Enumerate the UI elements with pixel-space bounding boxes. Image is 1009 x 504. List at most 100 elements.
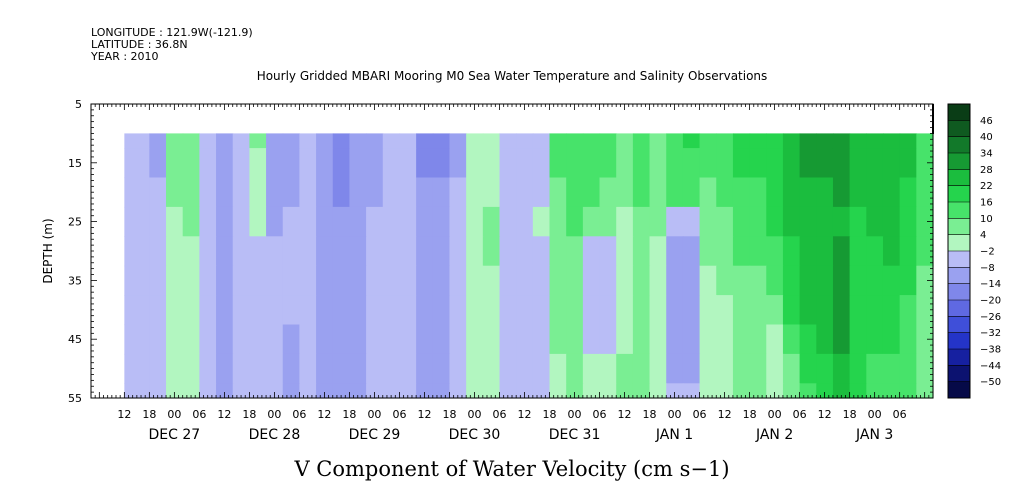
heatmap-cell: [232, 133, 250, 149]
heatmap-cell: [124, 236, 150, 267]
heatmap-cell: [216, 148, 234, 179]
heatmap-cell: [816, 206, 834, 237]
heatmap-cell: [282, 295, 301, 326]
heatmap-cell: [366, 133, 384, 149]
heatmap-cell: [682, 177, 701, 208]
y-tick-label: 45: [68, 333, 82, 346]
heatmap-cell: [249, 236, 267, 267]
heatmap-cell: [782, 383, 801, 399]
heatmap-cell: [916, 148, 934, 179]
heatmap-cell: [849, 148, 867, 179]
heatmap-cell: [899, 177, 917, 208]
heatmap-cell: [699, 353, 717, 384]
colorbar-swatch: [948, 234, 970, 252]
heatmap-cell: [316, 383, 334, 399]
heatmap-cell: [566, 324, 584, 355]
heatmap-cell: [899, 295, 917, 326]
heatmap-cell: [532, 133, 551, 149]
colorbar-label: −14: [980, 279, 1001, 290]
heatmap-cell: [749, 148, 767, 179]
heatmap-cell: [666, 206, 684, 237]
heatmap-cell: [316, 265, 334, 296]
heatmap-cell: [882, 383, 901, 399]
heatmap-cell: [199, 177, 217, 208]
heatmap-cell: [382, 133, 401, 149]
heatmap-cell: [832, 236, 851, 267]
heatmap-cell: [249, 148, 267, 179]
heatmap-cell: [832, 206, 851, 237]
heatmap-cell: [282, 265, 301, 296]
heatmap-cell: [199, 148, 217, 179]
heatmap-cell: [216, 236, 234, 267]
heatmap-cell: [832, 148, 851, 179]
x-hour-label: 12: [317, 408, 331, 421]
heatmap-cell: [299, 383, 317, 399]
heatmap-cell: [782, 236, 801, 267]
heatmap-cell: [124, 383, 150, 399]
heatmap-cell: [282, 148, 301, 179]
heatmap-cell: [299, 353, 317, 384]
heatmap-cell: [499, 206, 517, 237]
x-day-label: JAN 2: [755, 427, 793, 443]
heatmap-cell: [799, 295, 817, 326]
heatmap-cell: [799, 148, 817, 179]
heatmap-cell: [432, 148, 451, 179]
heatmap-cell: [382, 383, 401, 399]
heatmap-cell: [849, 265, 867, 296]
heatmap-cell: [549, 265, 567, 296]
heatmap-cell: [816, 353, 834, 384]
heatmap-cell: [332, 177, 351, 208]
heatmap-cell: [732, 133, 751, 149]
heatmap-cell: [766, 265, 784, 296]
heatmap-cell: [332, 383, 351, 399]
heatmap-cell: [732, 324, 751, 355]
heatmap-cell: [349, 353, 367, 384]
heatmap-cell: [149, 133, 167, 149]
colorbar-swatch: [948, 185, 970, 203]
heatmap-cell: [499, 133, 517, 149]
heatmap-cell: [849, 295, 867, 326]
heatmap-cell: [299, 206, 317, 237]
heatmap-cell: [716, 177, 734, 208]
heatmap-cell: [166, 177, 184, 208]
heatmap-cell: [416, 353, 434, 384]
colorbar-label: 46: [980, 116, 993, 127]
colorbar-swatch: [948, 365, 970, 383]
heatmap-cell: [682, 148, 701, 179]
heatmap-cell: [866, 133, 884, 149]
colorbar-swatch: [948, 136, 970, 154]
x-hour-label: 06: [593, 408, 607, 421]
heatmap-cell: [566, 236, 584, 267]
heatmap-cell: [166, 383, 184, 399]
heatmap-cell: [216, 133, 234, 149]
heatmap-cell: [366, 148, 384, 179]
chart-title: Hourly Gridded MBARI Mooring M0 Sea Wate…: [257, 69, 768, 83]
heatmap-cell: [716, 295, 734, 326]
heatmap-cell: [766, 324, 784, 355]
y-axis-label: DEPTH (m): [41, 218, 55, 283]
heatmap-cell: [382, 265, 401, 296]
heatmap-cell: [299, 324, 317, 355]
x-hour-label: 18: [442, 408, 456, 421]
heatmap-cell: [216, 383, 234, 399]
heatmap-cell: [332, 265, 351, 296]
heatmap-cell: [766, 353, 784, 384]
heatmap-cell: [382, 206, 401, 237]
heatmap-cell: [899, 324, 917, 355]
heatmap-cell: [882, 265, 901, 296]
heatmap-cell: [649, 324, 667, 355]
x-hour-label: 00: [868, 408, 882, 421]
heatmap-cell: [616, 177, 634, 208]
heatmap-cell: [616, 265, 634, 296]
heatmap-cell: [516, 236, 534, 267]
heatmap-cell: [124, 324, 150, 355]
heatmap-cell: [816, 177, 834, 208]
heatmap-cell: [266, 295, 284, 326]
heatmap-cell: [266, 148, 284, 179]
heatmap-cell: [332, 148, 351, 179]
x-hour-label: 18: [543, 408, 557, 421]
heatmap-cell: [124, 206, 150, 237]
colorbar-swatch: [948, 218, 970, 236]
colorbar-label: 4: [980, 230, 986, 241]
heatmap-cell: [149, 295, 167, 326]
